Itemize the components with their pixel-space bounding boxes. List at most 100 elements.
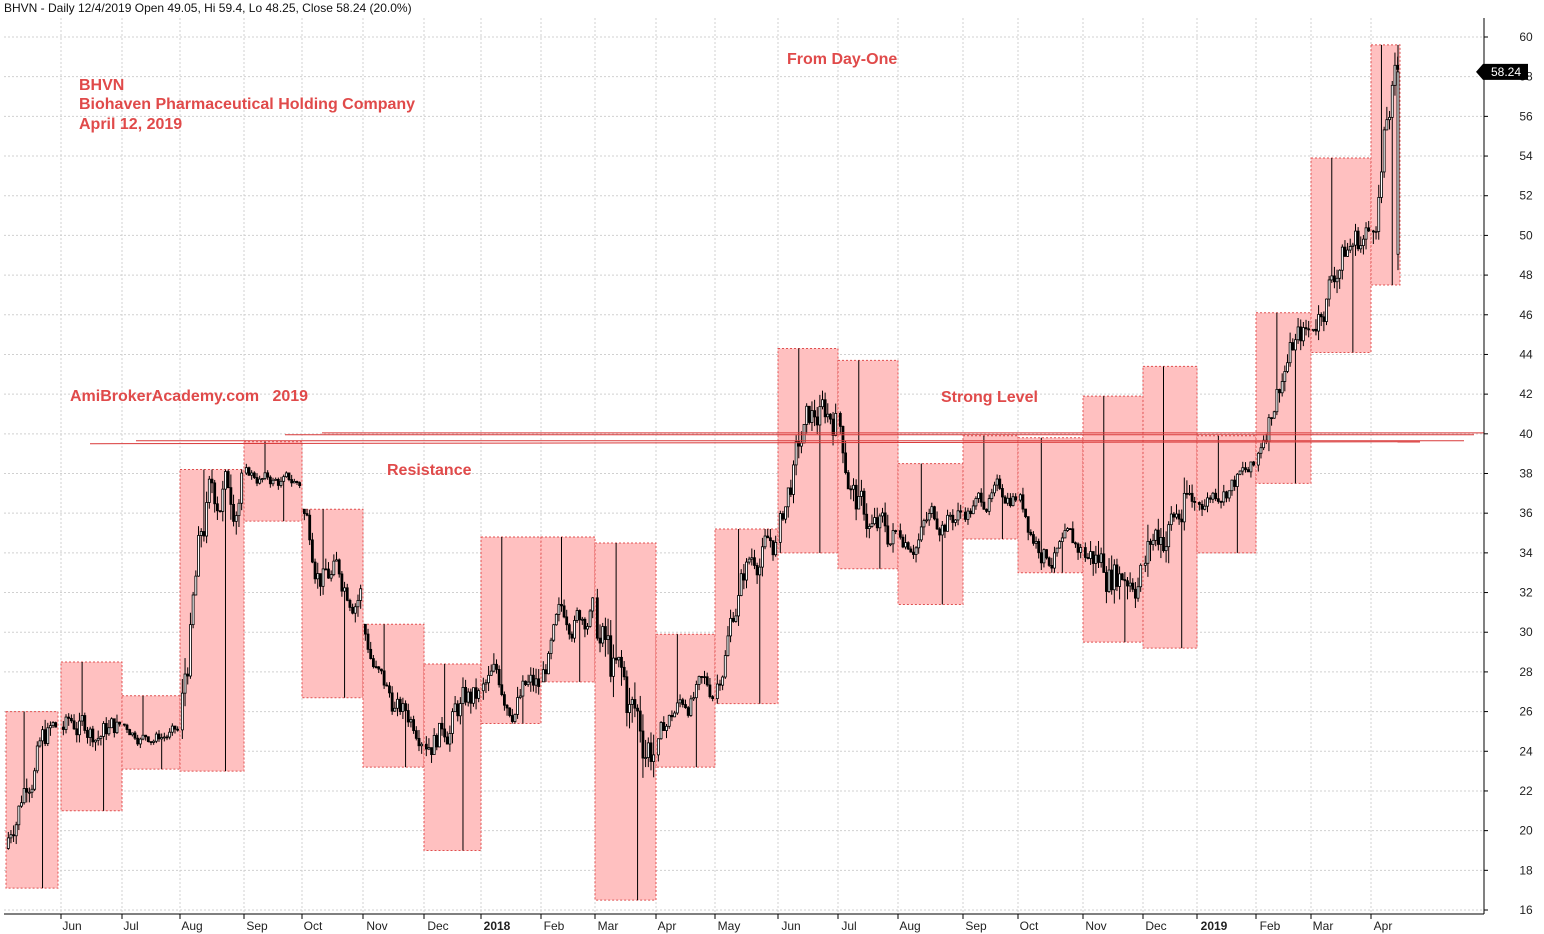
candle-body <box>883 512 887 527</box>
x-tick-label: Dec <box>1145 919 1166 933</box>
candle-body <box>1216 498 1220 502</box>
candle-body <box>489 670 493 676</box>
candle-body <box>356 600 360 608</box>
candle-body <box>176 728 180 731</box>
candle-body <box>274 478 278 481</box>
candle-body <box>628 703 631 714</box>
candle-body <box>302 508 306 514</box>
candle-body <box>492 663 496 672</box>
candle-body <box>1314 328 1318 332</box>
candle-body <box>667 714 671 727</box>
candle-body <box>1060 537 1064 542</box>
candle-body <box>792 464 795 495</box>
candle-body <box>1364 227 1368 240</box>
candle-body <box>914 547 918 555</box>
candle-body <box>266 472 270 478</box>
candle-body <box>1164 546 1168 552</box>
candle-body <box>745 561 748 581</box>
candle-body <box>852 484 855 490</box>
candle-body <box>844 452 847 473</box>
candle-body <box>898 530 902 538</box>
x-tick-label: Jun <box>781 919 800 933</box>
y-tick-label: 34 <box>1519 546 1533 560</box>
candle-body <box>371 658 375 667</box>
candle-body <box>1272 411 1276 419</box>
candle-body <box>943 524 947 532</box>
candle-body <box>598 637 602 644</box>
candle-body <box>51 722 55 727</box>
candle-body <box>125 724 129 730</box>
candle-body <box>649 742 653 762</box>
candle-body <box>69 717 73 722</box>
candle-body <box>784 506 787 520</box>
candle-body <box>1354 230 1357 246</box>
y-tick-label: 22 <box>1519 784 1533 798</box>
candle-body <box>875 517 879 529</box>
candle-body <box>202 531 206 537</box>
candle-body <box>802 424 806 444</box>
candle-body <box>327 568 330 579</box>
y-tick-label: 56 <box>1519 109 1533 123</box>
candle-body <box>990 492 994 500</box>
candle-body <box>700 676 704 678</box>
candle-body <box>841 425 845 454</box>
candle-body <box>977 492 980 499</box>
candle-body <box>43 729 47 744</box>
candle-body <box>862 490 866 515</box>
candle-body <box>1058 541 1062 549</box>
candle-body <box>867 526 871 530</box>
candle-body <box>560 603 563 607</box>
candle-body <box>335 559 338 562</box>
candle-body <box>781 513 785 520</box>
candle-body <box>763 535 767 548</box>
x-tick-label: Sep <box>246 919 268 933</box>
x-tick-label: 2019 <box>1201 919 1228 933</box>
candle-body <box>1190 492 1194 502</box>
candle-body <box>1099 553 1103 563</box>
candle-body <box>912 551 915 555</box>
candle-body <box>681 699 685 705</box>
candle-body <box>662 722 666 731</box>
resistance-lines <box>89 432 1484 445</box>
x-tick-label: Jun <box>62 919 81 933</box>
candle-body <box>49 725 52 729</box>
candle-body <box>526 681 530 686</box>
candle-body <box>547 653 550 675</box>
candle-body <box>1128 582 1132 587</box>
candle-body <box>860 490 863 497</box>
candle-body <box>353 606 357 614</box>
candle-body <box>107 727 111 735</box>
candle-body <box>979 492 983 503</box>
candle-body <box>998 478 1002 489</box>
candle-body <box>583 618 587 630</box>
candle-body <box>1208 497 1212 500</box>
candle-body <box>1283 371 1287 382</box>
candle-body <box>474 687 478 699</box>
candle-body <box>753 557 756 566</box>
candle-body <box>1359 245 1363 250</box>
candle-body <box>857 496 861 510</box>
candle-body <box>412 719 416 732</box>
y-tick-label: 30 <box>1519 625 1533 639</box>
candle-body <box>1011 496 1015 507</box>
candle-body <box>1249 461 1253 473</box>
candle-body <box>646 742 650 758</box>
candle-body <box>1256 452 1260 466</box>
candle-body <box>956 510 960 521</box>
candle-body <box>424 743 428 750</box>
candle-body <box>484 682 488 685</box>
candle-body <box>298 482 302 486</box>
candle-body <box>255 477 259 484</box>
candle-body <box>234 515 238 522</box>
candle-body <box>737 595 740 617</box>
candle-body <box>1317 314 1320 332</box>
candle-body <box>711 696 715 700</box>
candle-body <box>614 657 618 661</box>
candle-body <box>102 723 105 737</box>
candle-body <box>1156 529 1160 545</box>
candle-body <box>849 488 853 491</box>
candle-body <box>1074 542 1077 545</box>
y-tick-label: 16 <box>1519 903 1533 917</box>
candle-body <box>940 524 944 536</box>
candle-body <box>1105 572 1108 592</box>
